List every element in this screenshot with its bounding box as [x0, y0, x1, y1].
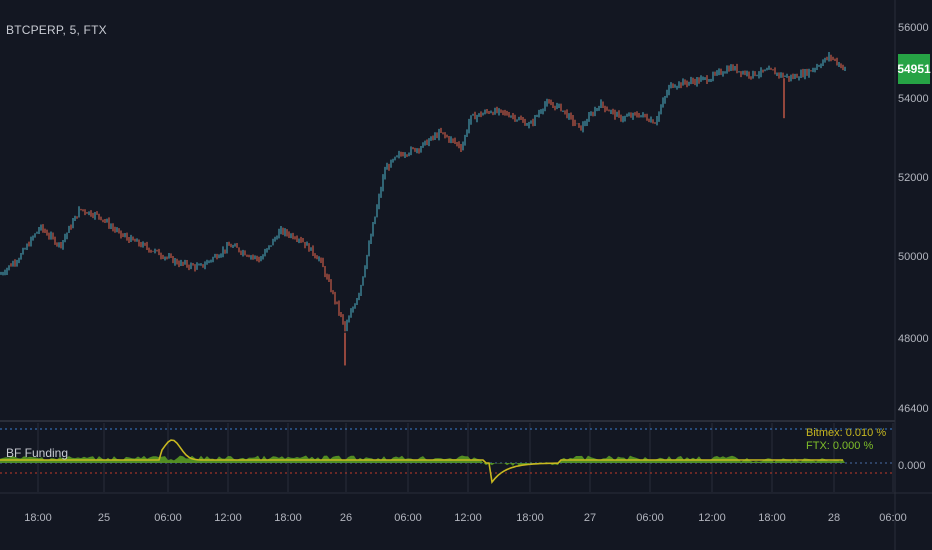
- price-tick-label: 46400: [898, 403, 929, 415]
- time-tick-label: 06:00: [154, 512, 182, 524]
- bitmex-funding-line: [0, 439, 843, 485]
- time-tick-label: 18:00: [274, 512, 302, 524]
- time-tick-label: 26: [339, 512, 353, 524]
- price-tick-label: 52000: [898, 172, 929, 184]
- price-tick-label: 50000: [898, 251, 929, 263]
- indicator-zero-label: 0.000: [898, 460, 926, 472]
- time-tick-label: 27: [583, 512, 597, 524]
- time-tick-label: 06:00: [394, 512, 422, 524]
- time-tick-label: 18:00: [758, 512, 786, 524]
- time-tick-label: 06:00: [636, 512, 664, 524]
- indicator-title: BF Funding: [6, 446, 69, 460]
- time-tick-label: 28: [827, 512, 841, 524]
- time-tick-label: 25: [97, 512, 111, 524]
- price-tick-label: 54000: [898, 93, 929, 105]
- ftx-funding-legend: FTX: 0.000 %: [806, 440, 874, 452]
- time-tick-label: 12:00: [454, 512, 482, 524]
- symbol-title: BTCPERP, 5, FTX: [6, 23, 107, 37]
- time-tick-label: 12:00: [698, 512, 726, 524]
- time-tick-label: 18:00: [24, 512, 52, 524]
- time-tick-label: 06:00: [879, 512, 907, 524]
- price-tick-label: 48000: [898, 333, 929, 345]
- last-price-badge: 54951: [897, 54, 931, 84]
- bitmex-funding-legend: Bitmex: 0.010 %: [806, 427, 887, 439]
- price-tick-label: 56000: [898, 22, 929, 34]
- time-tick-label: 18:00: [516, 512, 544, 524]
- time-tick-label: 12:00: [214, 512, 242, 524]
